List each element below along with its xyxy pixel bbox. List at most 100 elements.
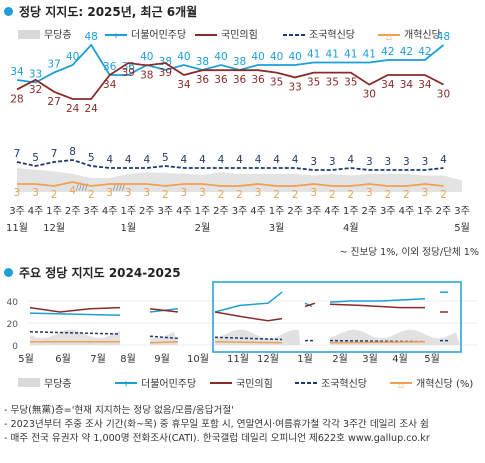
legend-swatch xyxy=(18,378,40,387)
data-label: 2 xyxy=(384,189,391,201)
data-label: 48 xyxy=(84,31,97,43)
month-label: 11월 xyxy=(6,222,28,234)
data-label: 5 xyxy=(32,152,39,164)
legend-label: 조국혁신당 xyxy=(309,29,355,41)
data-label: 2 xyxy=(347,189,354,201)
x-tick-label: 3주 xyxy=(158,206,174,217)
x-tick-label: 3주 xyxy=(454,206,470,217)
data-label: 34 xyxy=(177,79,191,91)
data-label: 35 xyxy=(307,77,320,89)
data-label: 2 xyxy=(88,189,95,201)
x-tick-label: 10월 xyxy=(187,353,209,365)
x-tick-label: 4주 xyxy=(324,206,340,217)
data-label: 42 xyxy=(418,46,431,58)
month-label: 5월 xyxy=(454,222,470,234)
area-muldang-mini xyxy=(215,329,300,345)
month-label: 1월 xyxy=(120,222,136,234)
data-label: 40 xyxy=(66,51,79,63)
data-label: 48 xyxy=(437,31,450,43)
mini-series-line xyxy=(149,307,179,313)
data-label: 4 xyxy=(199,154,206,166)
data-label: 4 xyxy=(125,154,132,166)
legend-label: 국민의힘 xyxy=(236,378,273,390)
data-label: 32 xyxy=(29,84,42,96)
x-tick-label: 4주 xyxy=(399,206,415,217)
data-label: 2 xyxy=(403,189,410,201)
data-label: 40 xyxy=(214,51,227,63)
data-label: 38 xyxy=(140,69,153,81)
x-tick-label: 4주 xyxy=(102,206,118,217)
data-label: 2 xyxy=(218,189,225,201)
x-tick-label: 2주 xyxy=(362,206,378,217)
data-label: 4 xyxy=(218,154,225,166)
data-label: 40 xyxy=(270,51,283,63)
recent-range-box xyxy=(212,281,462,353)
x-tick-label: 5월 xyxy=(424,353,440,365)
data-label: 40 xyxy=(177,51,190,63)
data-label: 3 xyxy=(32,187,39,199)
data-label: 4 xyxy=(181,154,188,166)
x-tick-label: 3주 xyxy=(306,206,322,217)
data-label: 41 xyxy=(363,49,376,61)
data-label: 42 xyxy=(400,46,413,58)
mini-series-line xyxy=(29,331,121,335)
x-tick-label: 2주 xyxy=(287,206,303,217)
data-label: 38 xyxy=(233,56,246,68)
data-label: 2 xyxy=(162,189,169,201)
data-label: 2 xyxy=(440,189,447,201)
x-tick-label: 3주 xyxy=(232,206,248,217)
mini-series-line xyxy=(29,312,121,317)
x-tick-label: 7월 xyxy=(90,353,106,365)
data-label: 34 xyxy=(103,79,117,91)
month-label: 3월 xyxy=(269,222,285,234)
y-tick-label: 40 xyxy=(7,298,19,308)
data-label: 3 xyxy=(403,156,410,168)
legend-item: 조국혁신당 xyxy=(283,29,355,41)
mini-series-line xyxy=(304,302,316,308)
data-label: 2 xyxy=(273,189,280,201)
data-label: 27 xyxy=(47,96,60,108)
mini-series-line xyxy=(329,339,426,343)
legend-marker: △ xyxy=(386,32,393,41)
legend-label: 무당층 xyxy=(44,378,72,390)
data-label: 2 xyxy=(236,189,243,201)
x-tick-label: 4주 xyxy=(28,206,44,217)
data-label: 8 xyxy=(69,146,76,158)
data-label: 5 xyxy=(88,152,95,164)
data-label: 30 xyxy=(363,89,376,101)
x-tick-label: 1주 xyxy=(343,206,359,217)
data-label: 40 xyxy=(251,51,264,63)
data-label: 3 xyxy=(384,156,391,168)
data-label: 34 xyxy=(400,79,414,91)
legend-label: 개혁신당 xyxy=(404,29,441,41)
data-label: 41 xyxy=(344,49,357,61)
data-label: 3 xyxy=(106,187,113,199)
data-label: 3 xyxy=(255,187,262,199)
mini-series-line xyxy=(329,303,425,309)
x-tick-label: 1월 xyxy=(297,353,313,365)
x-tick-label: 3월 xyxy=(362,353,378,365)
mini-series-line xyxy=(214,311,283,322)
data-label: 40 xyxy=(288,51,301,63)
data-label: 41 xyxy=(307,49,320,61)
data-label: 2 xyxy=(292,189,299,201)
mini-series-line xyxy=(214,340,283,344)
data-label: 42 xyxy=(381,46,394,58)
data-label: 3 xyxy=(14,187,21,199)
chart1-title: 정당 지지도: 2025년, 최근 6개월 xyxy=(4,3,197,20)
note-line-1: - 무당(無黨)층='현재 지지하는 정당 없음/모름/응답거절' xyxy=(4,405,234,416)
axis-break-mark: //// xyxy=(76,183,89,193)
data-label: 3 xyxy=(125,187,132,199)
legend-marker: + xyxy=(112,32,120,42)
chart2-title-text: 주요 정당 지지도 2024-2025 xyxy=(19,266,181,280)
data-label: 36 xyxy=(251,74,265,86)
legend-item: + 더불어민주당 xyxy=(115,378,196,390)
data-label: 39 xyxy=(159,67,172,79)
month-label: 2월 xyxy=(195,222,211,234)
data-label: 36 xyxy=(214,74,228,86)
data-label: 37 xyxy=(47,59,60,71)
x-tick-label: 2주 xyxy=(65,206,81,217)
data-label: 4 xyxy=(143,154,150,166)
chart2-title: 주요 정당 지지도 2024-2025 xyxy=(4,264,181,281)
area-muldang-mini xyxy=(30,329,120,345)
